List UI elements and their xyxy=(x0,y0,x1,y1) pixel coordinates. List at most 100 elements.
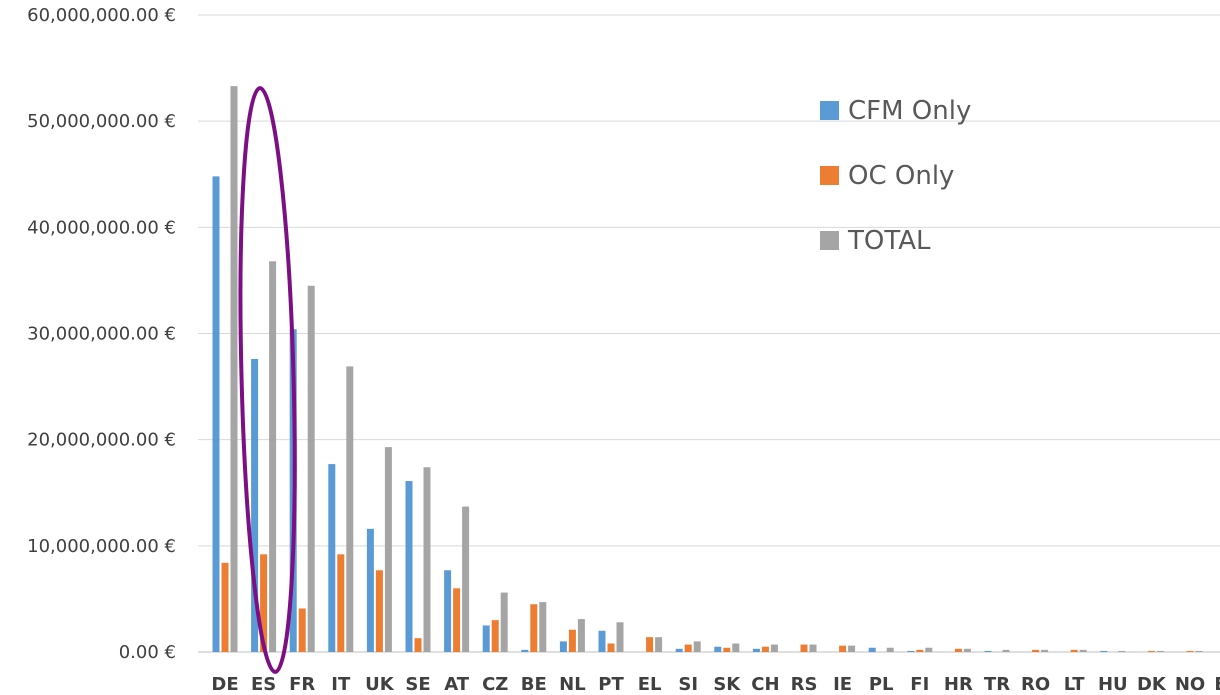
bar-be-oc-only xyxy=(530,604,538,652)
bar-dk-total xyxy=(1156,650,1164,652)
bar-nl-total xyxy=(577,619,585,652)
bar-si-oc-only xyxy=(684,644,692,652)
bar-cz-total xyxy=(500,592,508,652)
bar-fr-total xyxy=(307,285,315,652)
bar-rs-total xyxy=(809,644,817,652)
x-tick-label: SE xyxy=(405,674,430,695)
y-tick-label: 0.00 € xyxy=(119,642,176,663)
y-tick-label: 50,000,000.00 € xyxy=(27,111,176,132)
x-tick-label: SI xyxy=(678,674,698,695)
x-tick-label: TR xyxy=(984,674,1010,695)
x-tick-label: FI xyxy=(910,674,929,695)
bar-el-oc-only xyxy=(646,637,654,652)
bar-it-cfm-only xyxy=(328,464,336,652)
bar-pt-cfm-only xyxy=(598,630,606,652)
bar-ie-oc-only xyxy=(839,645,847,652)
bars xyxy=(212,86,1203,653)
bar-de-total xyxy=(230,86,238,653)
bar-hu-total xyxy=(1118,650,1126,652)
x-tick-label: HR xyxy=(944,674,973,695)
y-tick-label: 60,000,000.00 € xyxy=(27,5,176,26)
bar-at-oc-only xyxy=(453,588,461,652)
legend-swatch xyxy=(820,166,839,185)
bar-at-cfm-only xyxy=(444,570,452,652)
y-tick-label: 30,000,000.00 € xyxy=(27,324,176,345)
bar-de-cfm-only xyxy=(212,176,220,652)
bar-dk-oc-only xyxy=(1147,650,1155,652)
bar-ch-oc-only xyxy=(761,646,769,652)
x-tick-label: DK xyxy=(1137,674,1167,695)
bar-hu-cfm-only xyxy=(1100,650,1108,652)
bar-hr-oc-only xyxy=(954,648,962,652)
bar-fi-cfm-only xyxy=(907,650,915,652)
bar-fi-oc-only xyxy=(916,649,924,652)
x-tick-label: LT xyxy=(1064,674,1085,695)
bar-es-total xyxy=(269,261,277,652)
bar-se-oc-only xyxy=(414,638,422,652)
x-tick-label: BG xyxy=(1214,674,1220,695)
x-tick-label: RO xyxy=(1021,674,1050,695)
x-tick-label: FR xyxy=(289,674,315,695)
bar-sk-cfm-only xyxy=(714,646,722,652)
bar-ch-cfm-only xyxy=(752,648,760,652)
legend: CFM Only OC Only TOTAL xyxy=(820,96,971,256)
x-tick-label: AT xyxy=(444,674,470,695)
bar-uk-total xyxy=(384,447,392,652)
bar-pt-total xyxy=(616,622,624,652)
bar-ro-oc-only xyxy=(1032,649,1040,652)
bar-si-total xyxy=(693,641,701,652)
y-tick-label: 10,000,000.00 € xyxy=(27,536,176,557)
highlight-annotation xyxy=(238,86,297,674)
x-tick-label: CZ xyxy=(482,674,508,695)
legend-label: CFM Only xyxy=(848,96,971,126)
bar-at-total xyxy=(462,506,470,652)
legend-label: OC Only xyxy=(848,161,954,191)
x-tick-label: EL xyxy=(638,674,662,695)
x-tick-label: UK xyxy=(365,674,395,695)
legend-swatch xyxy=(820,101,839,120)
bar-es-cfm-only xyxy=(251,358,259,652)
y-tick-label: 20,000,000.00 € xyxy=(27,430,176,451)
bar-se-total xyxy=(423,467,431,652)
bar-ro-total xyxy=(1041,649,1049,652)
bar-pt-oc-only xyxy=(607,643,615,652)
bar-no-oc-only xyxy=(1186,650,1194,652)
bar-no-total xyxy=(1195,650,1203,652)
bar-ch-total xyxy=(770,644,778,652)
x-tick-label: DE xyxy=(211,674,238,695)
bar-be-total xyxy=(539,602,547,652)
x-tick-label: NO xyxy=(1175,674,1205,695)
x-axis-labels: DE ES FR IT UK SE AT CZ BE NL PT EL SI SK CH RS IE PL FI HR… xyxy=(211,674,1220,695)
bar-lt-oc-only xyxy=(1070,649,1078,652)
bar-ie-total xyxy=(848,645,856,652)
bar-hr-total xyxy=(963,648,971,652)
legend-swatch xyxy=(820,231,839,250)
bar-fi-total xyxy=(925,647,933,652)
legend-label: TOTAL xyxy=(847,226,931,256)
x-tick-label: HU xyxy=(1098,674,1128,695)
x-tick-label: SK xyxy=(713,674,741,695)
bar-se-cfm-only xyxy=(405,481,413,652)
bar-tr-total xyxy=(1002,649,1010,652)
y-tick-label: 40,000,000.00 € xyxy=(27,217,176,238)
bar-es-oc-only xyxy=(260,554,268,652)
bar-uk-oc-only xyxy=(375,570,383,652)
x-tick-label: IE xyxy=(833,674,852,695)
x-tick-label: ES xyxy=(251,674,276,695)
bar-cz-oc-only xyxy=(491,620,499,652)
bar-fr-oc-only xyxy=(298,608,306,652)
x-tick-label: PL xyxy=(869,674,894,695)
x-tick-label: IT xyxy=(331,674,351,695)
bar-tr-cfm-only xyxy=(984,650,992,652)
bar-cz-cfm-only xyxy=(482,625,490,652)
x-tick-label: CH xyxy=(751,674,779,695)
bar-pl-cfm-only xyxy=(868,647,876,652)
bar-nl-oc-only xyxy=(568,629,576,652)
bar-de-oc-only xyxy=(221,562,229,652)
x-tick-label: NL xyxy=(559,674,586,695)
highlight-ellipse xyxy=(238,86,297,674)
bar-rs-oc-only xyxy=(800,644,808,652)
bar-be-cfm-only xyxy=(521,649,529,652)
x-tick-label: PT xyxy=(598,674,624,695)
